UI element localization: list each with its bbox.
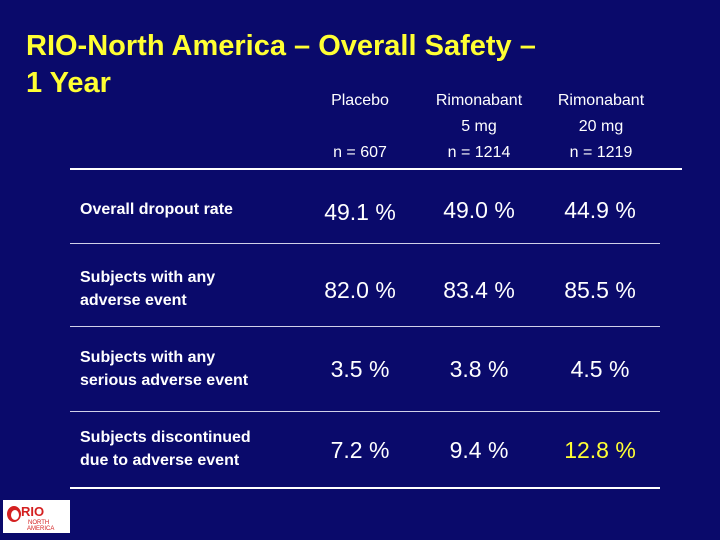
row-label-line-2: due to adverse event bbox=[80, 452, 240, 469]
slide-title-line-2: 1 Year bbox=[26, 67, 111, 99]
row-label-line-1: Subjects with any bbox=[80, 349, 216, 366]
table-bottom-rule bbox=[70, 487, 660, 489]
column-header-n: n = 1219 bbox=[569, 144, 633, 161]
column-header-rimonabant-20mg: Rimonabant 20 mg n = 1219 bbox=[538, 88, 664, 166]
header-divider bbox=[70, 168, 682, 170]
slide-title: RIO-North America – Overall Safety – 1 Y… bbox=[26, 28, 686, 102]
value-cell: 7.2 % bbox=[330, 437, 390, 463]
column-header-placebo: Placebo n = 607 bbox=[300, 88, 420, 166]
column-header-n: n = 607 bbox=[333, 144, 387, 161]
value-cell: 3.8 % bbox=[449, 356, 509, 382]
column-header-name: Rimonabant bbox=[557, 92, 645, 109]
value-cell: 44.9 % bbox=[564, 197, 636, 223]
column-header-dose bbox=[300, 114, 420, 140]
column-header-dose: 20 mg bbox=[578, 118, 624, 135]
value-cell: 49.1 % bbox=[324, 199, 396, 225]
column-header-name: Placebo bbox=[331, 92, 389, 109]
value-cell: 83.4 % bbox=[443, 277, 515, 303]
row-divider bbox=[70, 326, 660, 327]
row-label-line-2: serious adverse event bbox=[80, 372, 249, 389]
rio-north-america-logo: RIO NORTH AMERICA bbox=[3, 500, 70, 533]
logo-text-america: AMERICA bbox=[27, 526, 54, 532]
value-cell: 49.0 % bbox=[443, 197, 515, 223]
row-divider bbox=[70, 411, 660, 412]
row-label-line-1: Subjects with any bbox=[80, 269, 216, 286]
row-label-serious-adverse-event: Subjects with any serious adverse event bbox=[80, 346, 248, 392]
row-label-line-2: adverse event bbox=[80, 292, 187, 309]
row-label-dropout: Overall dropout rate bbox=[80, 198, 233, 221]
row-label-line-1: Overall dropout rate bbox=[80, 201, 233, 218]
value-cell-highlighted: 12.8 % bbox=[564, 437, 636, 463]
value-cell: 9.4 % bbox=[449, 437, 509, 463]
logo-text-rio: RIO bbox=[21, 504, 44, 519]
slide-title-line-1: RIO-North America – Overall Safety – bbox=[26, 30, 536, 62]
column-header-dose: 5 mg bbox=[461, 118, 497, 135]
row-divider bbox=[70, 243, 660, 244]
column-header-rimonabant-5mg: Rimonabant 5 mg n = 1214 bbox=[416, 88, 542, 166]
column-header-n: n = 1214 bbox=[447, 144, 511, 161]
value-cell: 82.0 % bbox=[324, 277, 396, 303]
value-cell: 85.5 % bbox=[564, 277, 636, 303]
logo-text-north: NORTH bbox=[28, 520, 49, 526]
value-cell: 4.5 % bbox=[570, 356, 630, 382]
column-header-name: Rimonabant bbox=[435, 92, 523, 109]
row-label-adverse-event: Subjects with any adverse event bbox=[80, 266, 215, 312]
row-label-discontinued: Subjects discontinued due to adverse eve… bbox=[80, 426, 251, 472]
value-cell: 3.5 % bbox=[330, 356, 390, 382]
row-label-line-1: Subjects discontinued bbox=[80, 429, 251, 446]
